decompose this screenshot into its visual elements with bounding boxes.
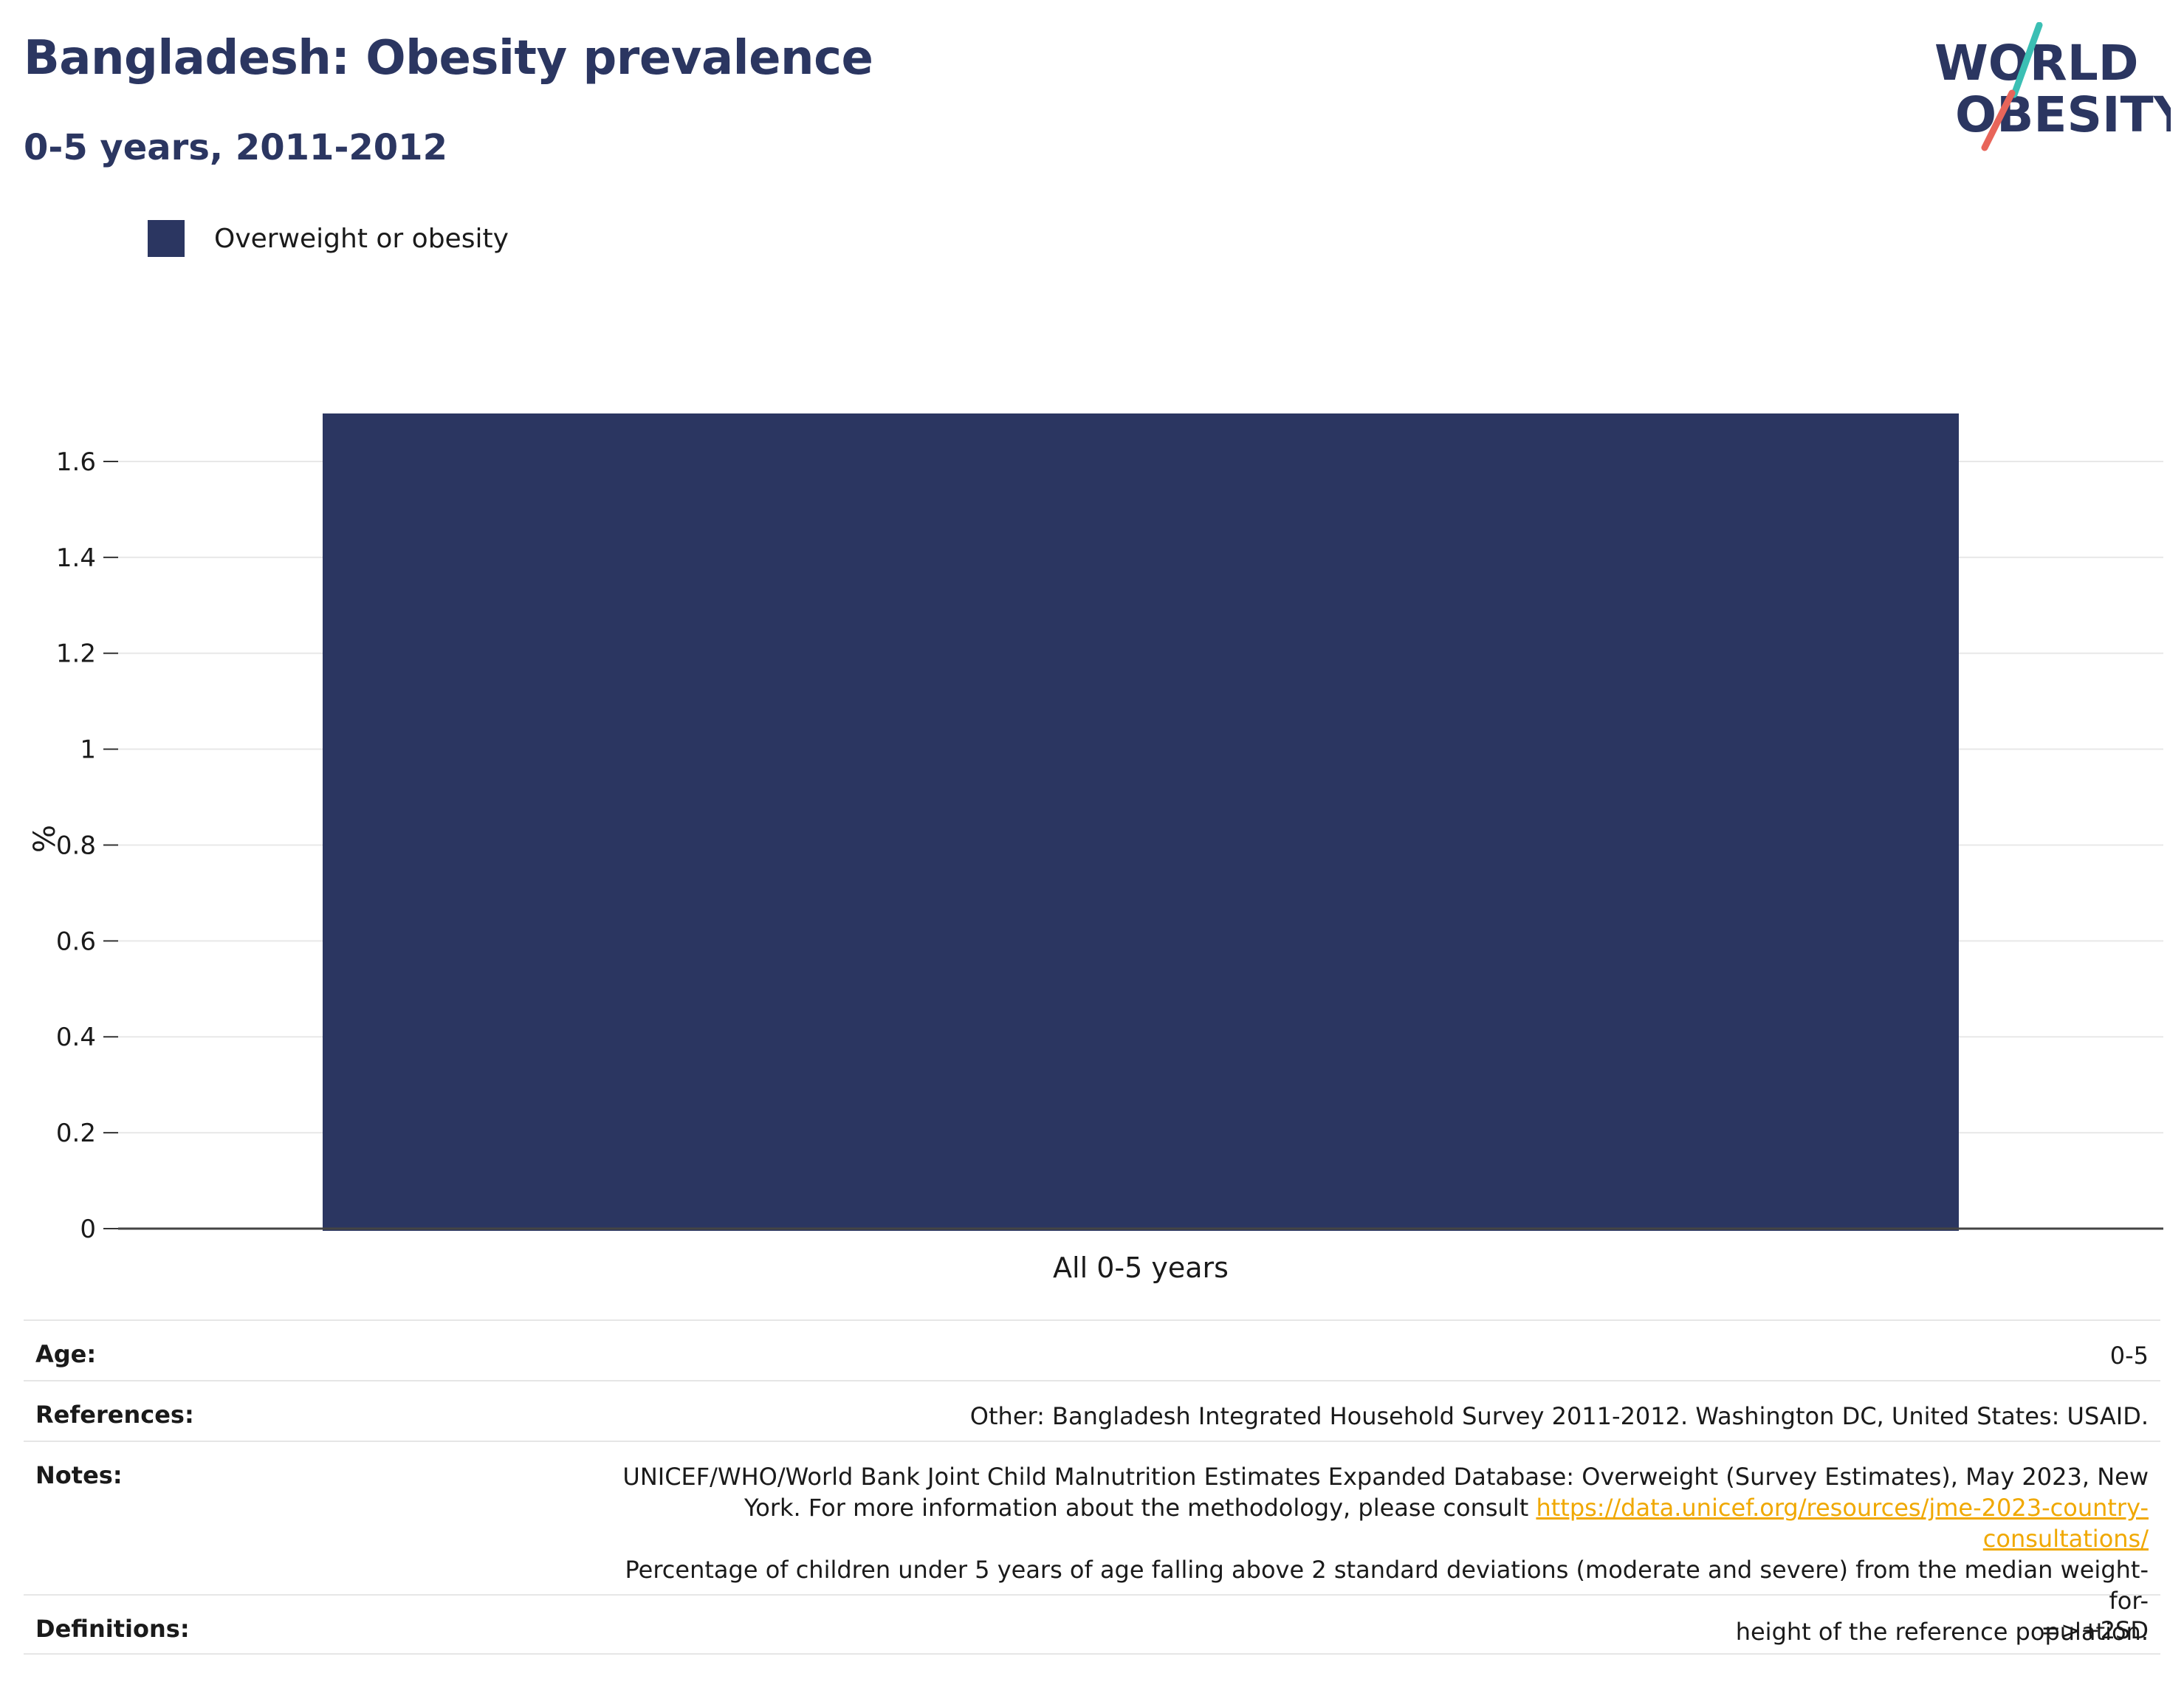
- y-tick-label: 1: [80, 735, 96, 765]
- page-title: Bangladesh: Obesity prevalence: [24, 31, 873, 86]
- notes-line-2: York. For more information about the met…: [613, 1492, 2149, 1554]
- meta-row-references: References: Other: Bangladesh Integrated…: [24, 1380, 2160, 1441]
- world-obesity-logo[interactable]: WORLD OBESITY: [1920, 22, 2171, 155]
- bar-overweight-or-obesity: [323, 413, 1959, 1231]
- y-tick-label: 0.6: [56, 927, 96, 956]
- notes-line-4: height of the reference population.: [1735, 1618, 2149, 1646]
- metadata-table: Age: 0-5 References: Other: Bangladesh I…: [24, 1319, 2160, 1655]
- y-tick-label: 0.2: [56, 1119, 96, 1148]
- y-tick-label: 1.2: [56, 639, 96, 669]
- bar-chart: 0 0.2 0.4 0.6 0.8 1 1.2 1.4 1.6 All 0-5 years%: [28, 413, 2163, 1284]
- meta-definitions-key: Definitions:: [35, 1615, 190, 1643]
- x-category-label: All 0-5 years: [1053, 1252, 1229, 1284]
- meta-notes-key: Notes:: [35, 1461, 123, 1489]
- y-axis-label: %: [28, 825, 62, 853]
- y-tick-label: 0.4: [56, 1023, 96, 1052]
- meta-row-age: Age: 0-5: [24, 1319, 2160, 1380]
- meta-references-key: References:: [35, 1401, 194, 1429]
- meta-age-key: Age:: [35, 1340, 97, 1368]
- y-tick-label: 0: [80, 1215, 96, 1244]
- meta-row-notes: Notes: UNICEF/WHO/World Bank Joint Child…: [24, 1441, 2160, 1646]
- meta-row-definitions: Definitions: =>+2SD: [24, 1594, 2160, 1655]
- notes-line-2-text: York. For more information about the met…: [744, 1494, 1536, 1522]
- legend-label-overweight: Overweight or obesity: [214, 223, 509, 254]
- chart-legend[interactable]: Overweight or obesity: [148, 220, 509, 257]
- notes-link[interactable]: https://data.unicef.org/resources/jme-20…: [1536, 1494, 2149, 1553]
- y-tick-label: 1.6: [56, 447, 96, 477]
- logo-text-world: WORLD: [1934, 35, 2139, 92]
- legend-swatch-overweight: [148, 220, 185, 257]
- meta-age-value: 0-5: [2109, 1342, 2149, 1370]
- meta-references-value: Other: Bangladesh Integrated Household S…: [969, 1402, 2149, 1430]
- notes-line-3: Percentage of children under 5 years of …: [625, 1556, 2149, 1615]
- page-subtitle: 0-5 years, 2011-2012: [24, 127, 447, 168]
- y-tick-label: 1.4: [56, 543, 96, 573]
- y-tick-label: 0.8: [56, 831, 96, 860]
- logo-slash-teal: [2010, 22, 2043, 98]
- meta-definitions-value: =>+2SD: [2041, 1616, 2149, 1644]
- notes-line-1: UNICEF/WHO/World Bank Joint Child Malnut…: [622, 1463, 2149, 1491]
- meta-notes-value: UNICEF/WHO/World Bank Joint Child Malnut…: [613, 1461, 2149, 1646]
- logo-slash-coral: [1981, 89, 2016, 151]
